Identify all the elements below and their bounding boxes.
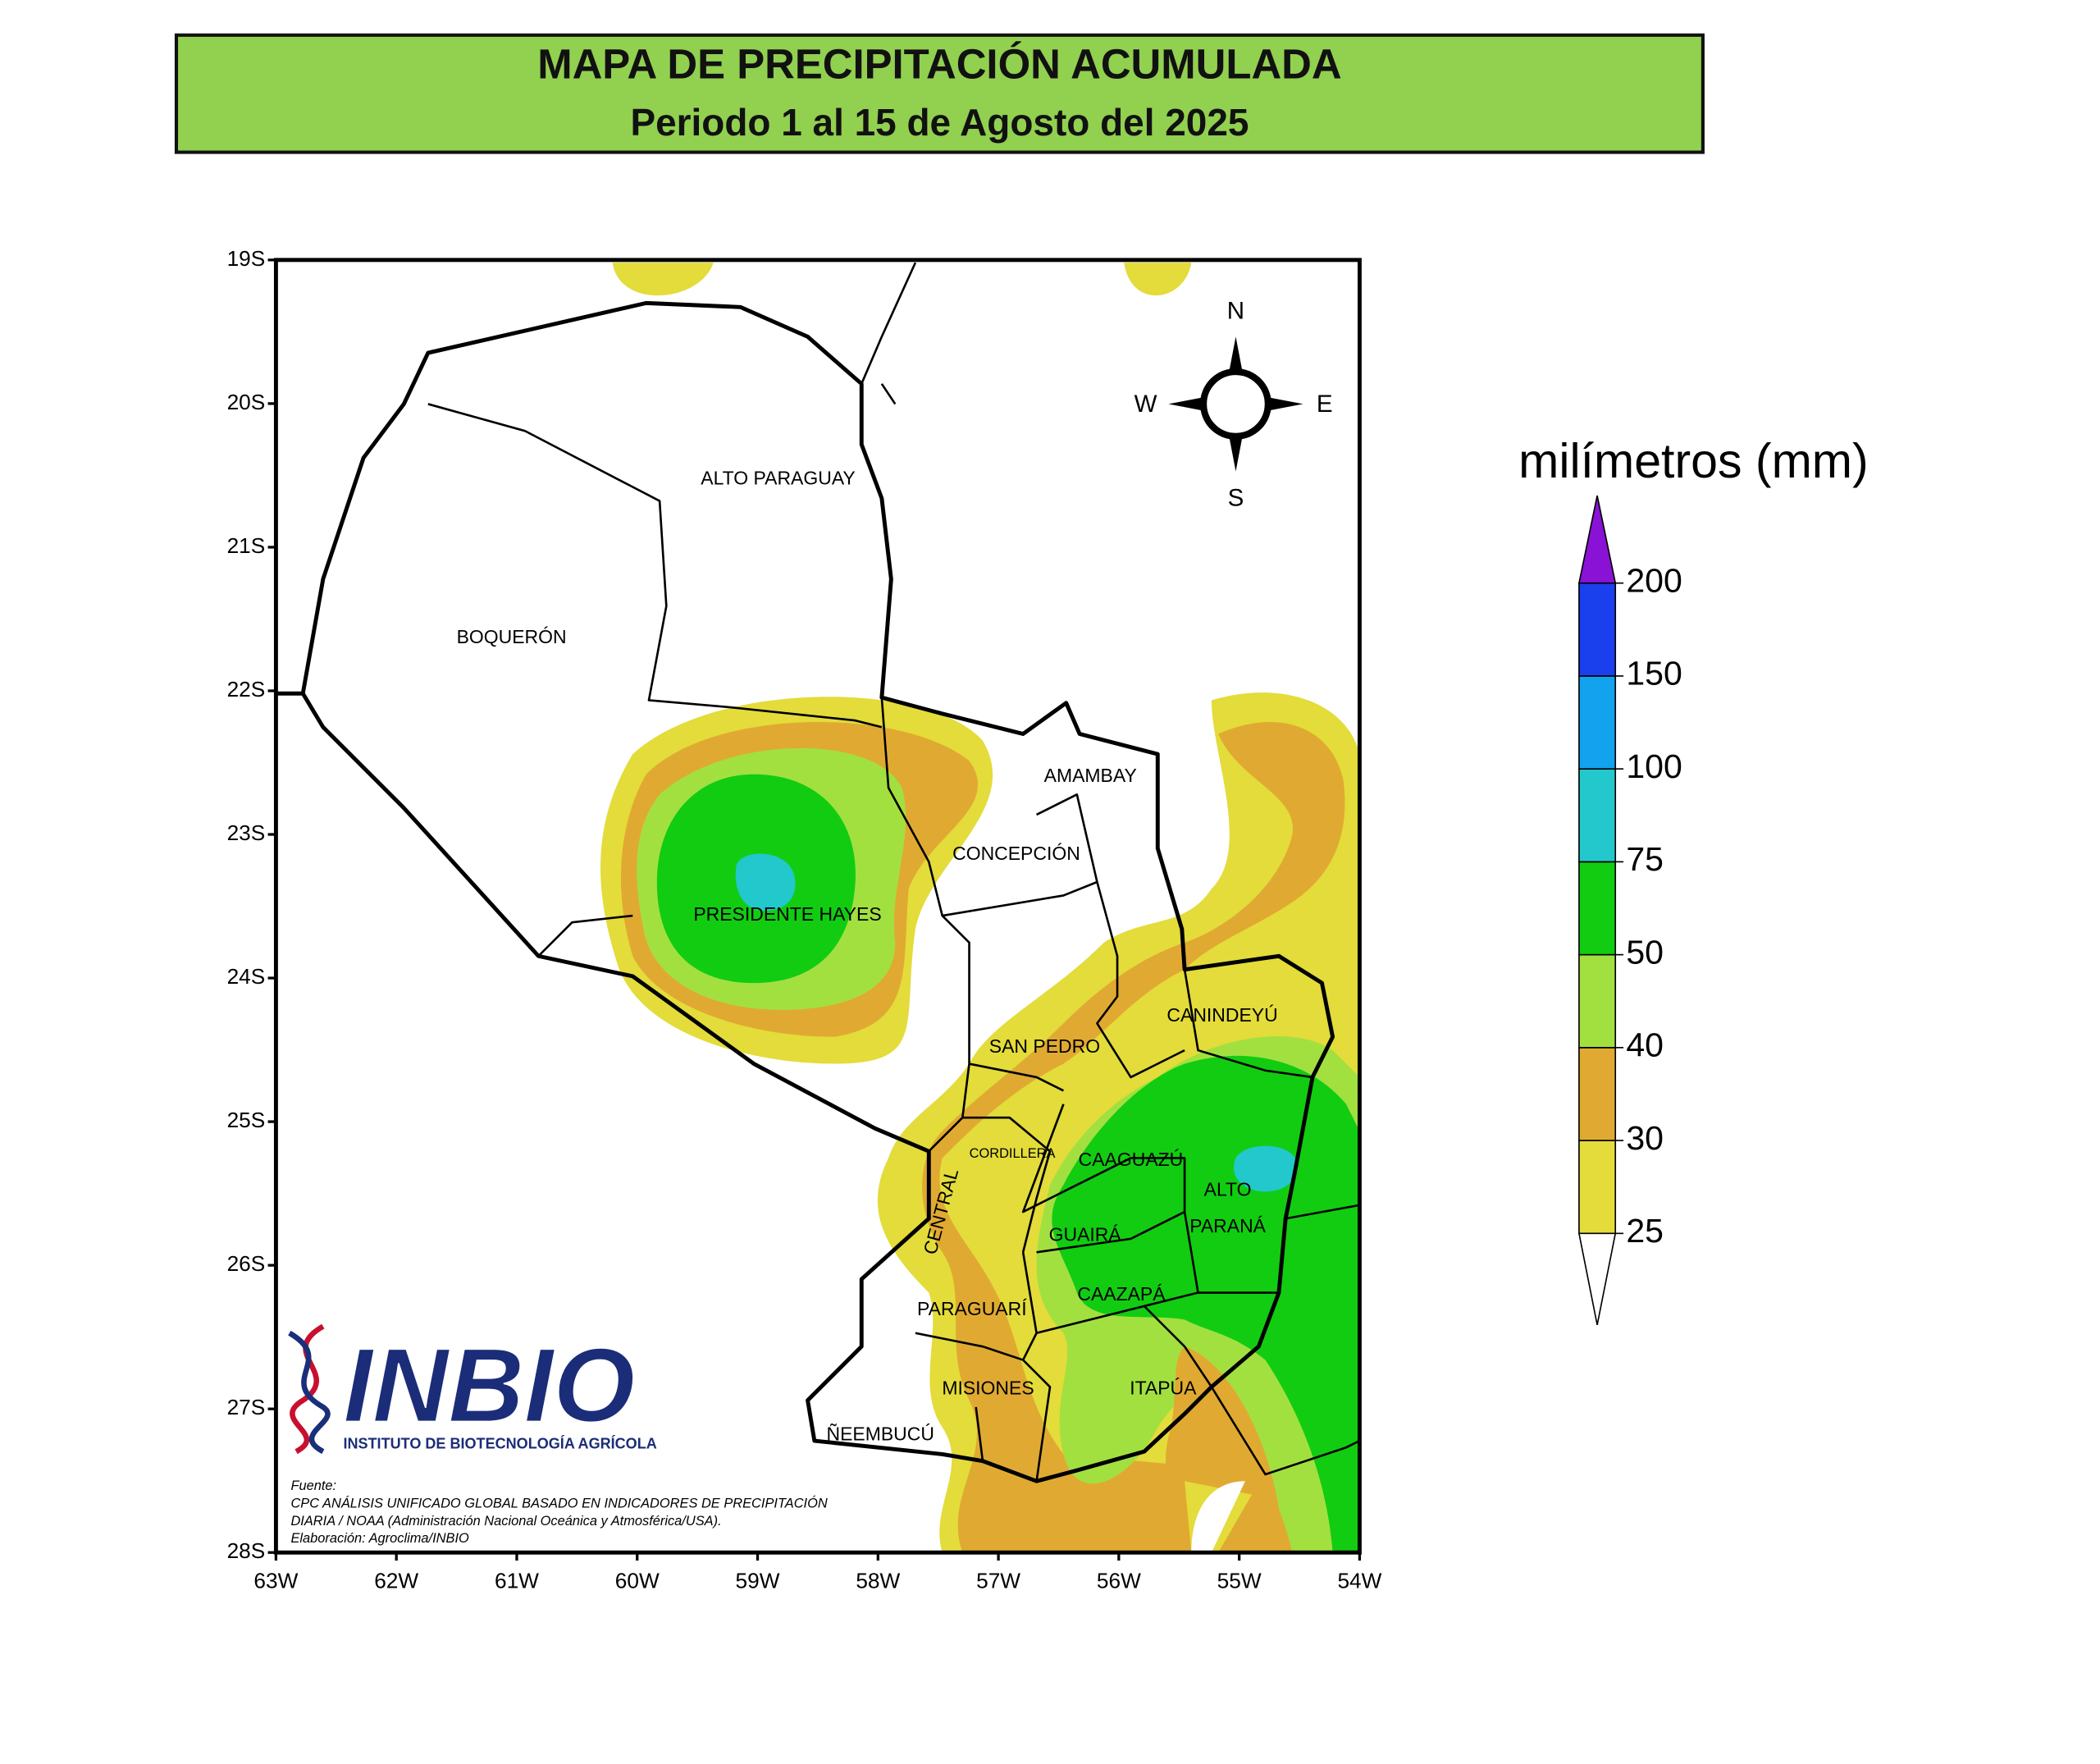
lon-tick-label: 60W xyxy=(615,1568,660,1593)
department-label: BOQUERÓN xyxy=(457,626,567,647)
department-label: PRESIDENTE HAYES xyxy=(693,903,881,925)
department-label: PARANÁ xyxy=(1189,1215,1266,1236)
legend-band xyxy=(1578,1047,1617,1141)
compass-label: E xyxy=(1317,391,1333,418)
lon-tick-label: 61W xyxy=(495,1568,539,1593)
lon-tick-label: 62W xyxy=(374,1568,418,1593)
precipitation-area xyxy=(1234,1145,1298,1192)
lat-tick-label: 25S xyxy=(227,1108,266,1132)
lon-tick-label: 56W xyxy=(1097,1568,1141,1593)
legend-band xyxy=(1578,953,1617,1049)
legend-title: milímetros (mm) xyxy=(1518,434,1869,488)
title: MAPA DE PRECIPITACIÓN ACUMULADA xyxy=(537,41,1341,88)
source-text: Fuente: xyxy=(290,1478,336,1493)
legend-label: 200 xyxy=(1626,562,1682,600)
lat-tick-label: 21S xyxy=(227,533,266,558)
dry-area xyxy=(1191,1481,1245,1553)
department-label: CORDILLERA xyxy=(970,1146,1056,1161)
source-text: DIARIA / NOAA (Administración Nacional O… xyxy=(290,1514,721,1529)
department-label: GUAIRÁ xyxy=(1049,1224,1122,1245)
compass-ring xyxy=(1199,368,1271,440)
legend-band xyxy=(1578,675,1617,770)
lat-tick-label: 27S xyxy=(227,1395,266,1419)
lon-tick-label: 55W xyxy=(1217,1568,1262,1593)
department-label: PARAGUARÍ xyxy=(917,1298,1027,1319)
lat-tick-label: 28S xyxy=(227,1538,266,1563)
legend-band xyxy=(1578,582,1617,677)
department-label: ALTO xyxy=(1204,1179,1252,1200)
logo: INBIO INSTITUTO DE BIOTECNOLOGÍA AGRÍCOL… xyxy=(288,1323,657,1455)
department-label: CAAZAPÁ xyxy=(1077,1283,1166,1305)
title-box xyxy=(174,33,1705,154)
lat-tick-label: 23S xyxy=(227,820,266,845)
legend-band xyxy=(1577,495,1617,584)
department-label: ALTO PARAGUAY xyxy=(701,467,855,488)
lat-tick-label: 19S xyxy=(227,246,266,271)
department-label: CONCEPCIÓN xyxy=(952,843,1080,864)
map-frame xyxy=(273,258,1362,1555)
department-label: CAAGUAZÚ xyxy=(1079,1149,1184,1170)
compass-label: S xyxy=(1228,485,1244,512)
neighbor-border xyxy=(861,262,1360,1476)
department-label: MISIONES xyxy=(942,1378,1034,1399)
legend-band xyxy=(1578,861,1617,956)
precipitation-field xyxy=(600,263,1360,1553)
department-label: SAN PEDRO xyxy=(989,1035,1100,1057)
source-text: CPC ANÁLISIS UNIFICADO GLOBAL BASADO EN … xyxy=(290,1495,827,1510)
lat-tick-label: 24S xyxy=(227,964,266,989)
legend-band xyxy=(1578,768,1617,863)
department-label: CANINDEYÚ xyxy=(1166,1004,1277,1026)
department-label: ITAPÚA xyxy=(1130,1378,1197,1399)
department-label: ÑEEMBUCÚ xyxy=(827,1424,934,1445)
legend-label: 25 xyxy=(1626,1212,1664,1250)
boundaries xyxy=(276,262,1360,1483)
precipitation-area xyxy=(612,263,1192,296)
compass-label: N xyxy=(1227,298,1244,325)
compass-rose xyxy=(1168,336,1303,472)
department-label: AMAMBAY xyxy=(1044,765,1137,786)
lat-tick-label: 22S xyxy=(227,677,266,701)
logo-helix xyxy=(288,1330,331,1455)
precipitation-area xyxy=(735,853,796,912)
source-text: Elaboración: Agroclima/INBIO xyxy=(290,1531,469,1546)
legend-label: 30 xyxy=(1626,1119,1664,1157)
legend-label: 150 xyxy=(1626,655,1682,692)
logo-name: INBIO xyxy=(343,1327,635,1444)
legend-label: 50 xyxy=(1626,933,1664,971)
legend-label: 40 xyxy=(1626,1026,1664,1064)
legend-band xyxy=(1578,1140,1617,1235)
precipitation-area xyxy=(922,722,1360,1553)
logo-subtitle: INSTITUTO DE BIOTECNOLOGÍA AGRÍCOLA xyxy=(343,1435,656,1452)
lon-tick-label: 59W xyxy=(736,1568,780,1593)
subtitle: Periodo 1 al 15 de Agosto del 2025 xyxy=(630,101,1249,144)
country-border xyxy=(276,300,1335,1483)
lon-tick-label: 57W xyxy=(976,1568,1020,1593)
compass-label: W xyxy=(1134,391,1157,418)
legend-label: 100 xyxy=(1626,747,1682,785)
lon-tick-label: 54W xyxy=(1337,1568,1381,1593)
department-borders xyxy=(427,403,1313,1482)
legend-below-range xyxy=(1577,1232,1617,1326)
legend-label: 75 xyxy=(1626,840,1664,878)
lon-tick-label: 58W xyxy=(856,1568,900,1593)
lat-tick-label: 26S xyxy=(227,1251,266,1276)
lat-tick-label: 20S xyxy=(227,390,266,414)
lon-tick-label: 63W xyxy=(253,1568,298,1593)
